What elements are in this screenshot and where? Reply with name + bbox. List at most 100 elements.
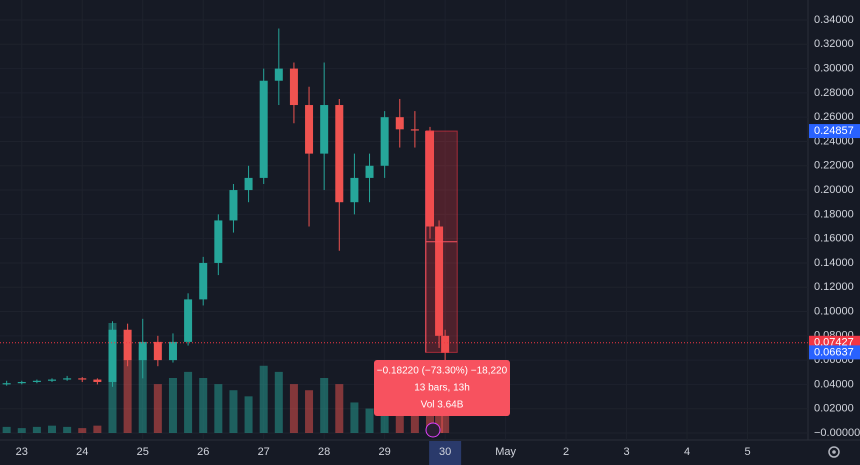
- candle-body: [123, 329, 132, 361]
- candle-body: [441, 335, 450, 353]
- x-tick-label: 4: [684, 446, 690, 458]
- volume-bar: [138, 347, 147, 433]
- candle-body: [365, 165, 374, 178]
- candle-body: [395, 117, 404, 130]
- candle-body: [274, 68, 283, 81]
- y-tick-label: −0.00000: [814, 427, 860, 439]
- measure-text: 13 bars, 13h: [414, 383, 470, 394]
- x-tick-label: 5: [744, 446, 750, 458]
- volume-bar: [123, 359, 132, 433]
- volume-bar: [441, 408, 450, 433]
- candle-body: [289, 68, 298, 106]
- x-tick-label: 26: [197, 446, 209, 458]
- y-tick-label: 0.26000: [814, 111, 854, 123]
- x-tick-highlight: [429, 441, 462, 465]
- volume-bar: [63, 426, 72, 433]
- volume-bar: [214, 384, 223, 433]
- candle-body: [17, 381, 26, 384]
- gear[interactable]: [828, 446, 840, 458]
- candle-body: [153, 341, 162, 361]
- volume-bar: [395, 408, 404, 433]
- volume-bar: [410, 414, 419, 433]
- x-tick-label: 23: [16, 446, 28, 458]
- y-tick-label: 0.24000: [814, 135, 854, 147]
- x-tick-label: 27: [258, 446, 270, 458]
- candle-body: [78, 378, 87, 380]
- y-tick-label: 0.16000: [814, 233, 854, 245]
- volume-bar: [78, 428, 87, 433]
- x-tick-label: 24: [76, 446, 88, 458]
- y-tick-label: 0.04000: [814, 378, 854, 390]
- candle-body: [108, 329, 117, 382]
- y-tick-label: 0.20000: [814, 184, 854, 196]
- candle-body: [199, 262, 208, 300]
- y-tick-label: 0.14000: [814, 257, 854, 269]
- x-tick-label: 30: [439, 446, 451, 458]
- price-label-box: [809, 345, 860, 360]
- volume-bar: [199, 378, 208, 433]
- candle-body: [168, 341, 177, 361]
- candle-body: [229, 190, 238, 221]
- y-tick-label: 0.12000: [814, 281, 854, 293]
- gear-center[interactable]: [832, 450, 836, 454]
- candle-body: [214, 220, 223, 263]
- volume-bar: [289, 384, 298, 433]
- x-tick-label: 3: [624, 446, 630, 458]
- volume-bar: [320, 378, 329, 433]
- volume-bar: [350, 402, 359, 433]
- measure-text: Vol 3.64B: [421, 400, 464, 411]
- candle-body: [259, 80, 268, 178]
- volume-bar: [229, 390, 238, 433]
- volume-bar: [17, 428, 26, 433]
- candle-body: [63, 378, 72, 380]
- volume-bar: [259, 365, 268, 433]
- candle-body: [32, 380, 41, 382]
- candle-body: [48, 379, 57, 381]
- candle-body: [350, 177, 359, 203]
- candle-body: [184, 299, 193, 342]
- measure-tooltip: [374, 360, 510, 416]
- x-tick-label: May: [495, 446, 516, 458]
- candle-body: [244, 177, 253, 191]
- volume-bar: [365, 408, 374, 433]
- y-tick-label: 0.28000: [814, 87, 854, 99]
- alert-icon: [425, 422, 441, 438]
- y-tick-label: 0.02000: [814, 403, 854, 415]
- candle-body: [138, 341, 147, 361]
- volume-bar: [305, 390, 314, 433]
- x-tick-label: 29: [379, 446, 391, 458]
- volume-bar: [274, 371, 283, 433]
- candle-body: [305, 105, 314, 154]
- candle-body: [2, 383, 11, 385]
- y-tick-label: 0.18000: [814, 208, 854, 220]
- volume-bar: [168, 378, 177, 433]
- volume-bar: [335, 384, 344, 433]
- candle-body: [435, 226, 444, 336]
- volume-bar: [426, 402, 435, 433]
- measure-text: −0.18220 (−73.30%) −18,220: [377, 366, 508, 377]
- y-tick-label: 0.10000: [814, 305, 854, 317]
- x-tick-label: 25: [137, 446, 149, 458]
- candle-body: [426, 130, 435, 227]
- settings-icon[interactable]: [828, 446, 840, 458]
- candle-body: [320, 105, 329, 154]
- volume-bar: [93, 425, 102, 433]
- volume-bar: [2, 426, 11, 433]
- candle-body: [335, 105, 344, 203]
- y-tick-label: 0.30000: [814, 62, 854, 74]
- price-label-box: [809, 124, 860, 139]
- price-label: 0.06637: [814, 346, 854, 358]
- volume-bar: [184, 371, 193, 433]
- volume-bar: [244, 396, 253, 433]
- candle-body: [93, 379, 102, 382]
- volume-bar: [32, 426, 41, 433]
- x-tick-label: 2: [563, 446, 569, 458]
- candle-body: [380, 117, 389, 166]
- price-label: 0.24857: [814, 125, 854, 137]
- y-tick-label: 0.22000: [814, 160, 854, 172]
- y-tick-label: 0.32000: [814, 38, 854, 50]
- volume-bar: [153, 384, 162, 433]
- candle-body: [410, 129, 419, 131]
- volume-bar: [48, 425, 57, 433]
